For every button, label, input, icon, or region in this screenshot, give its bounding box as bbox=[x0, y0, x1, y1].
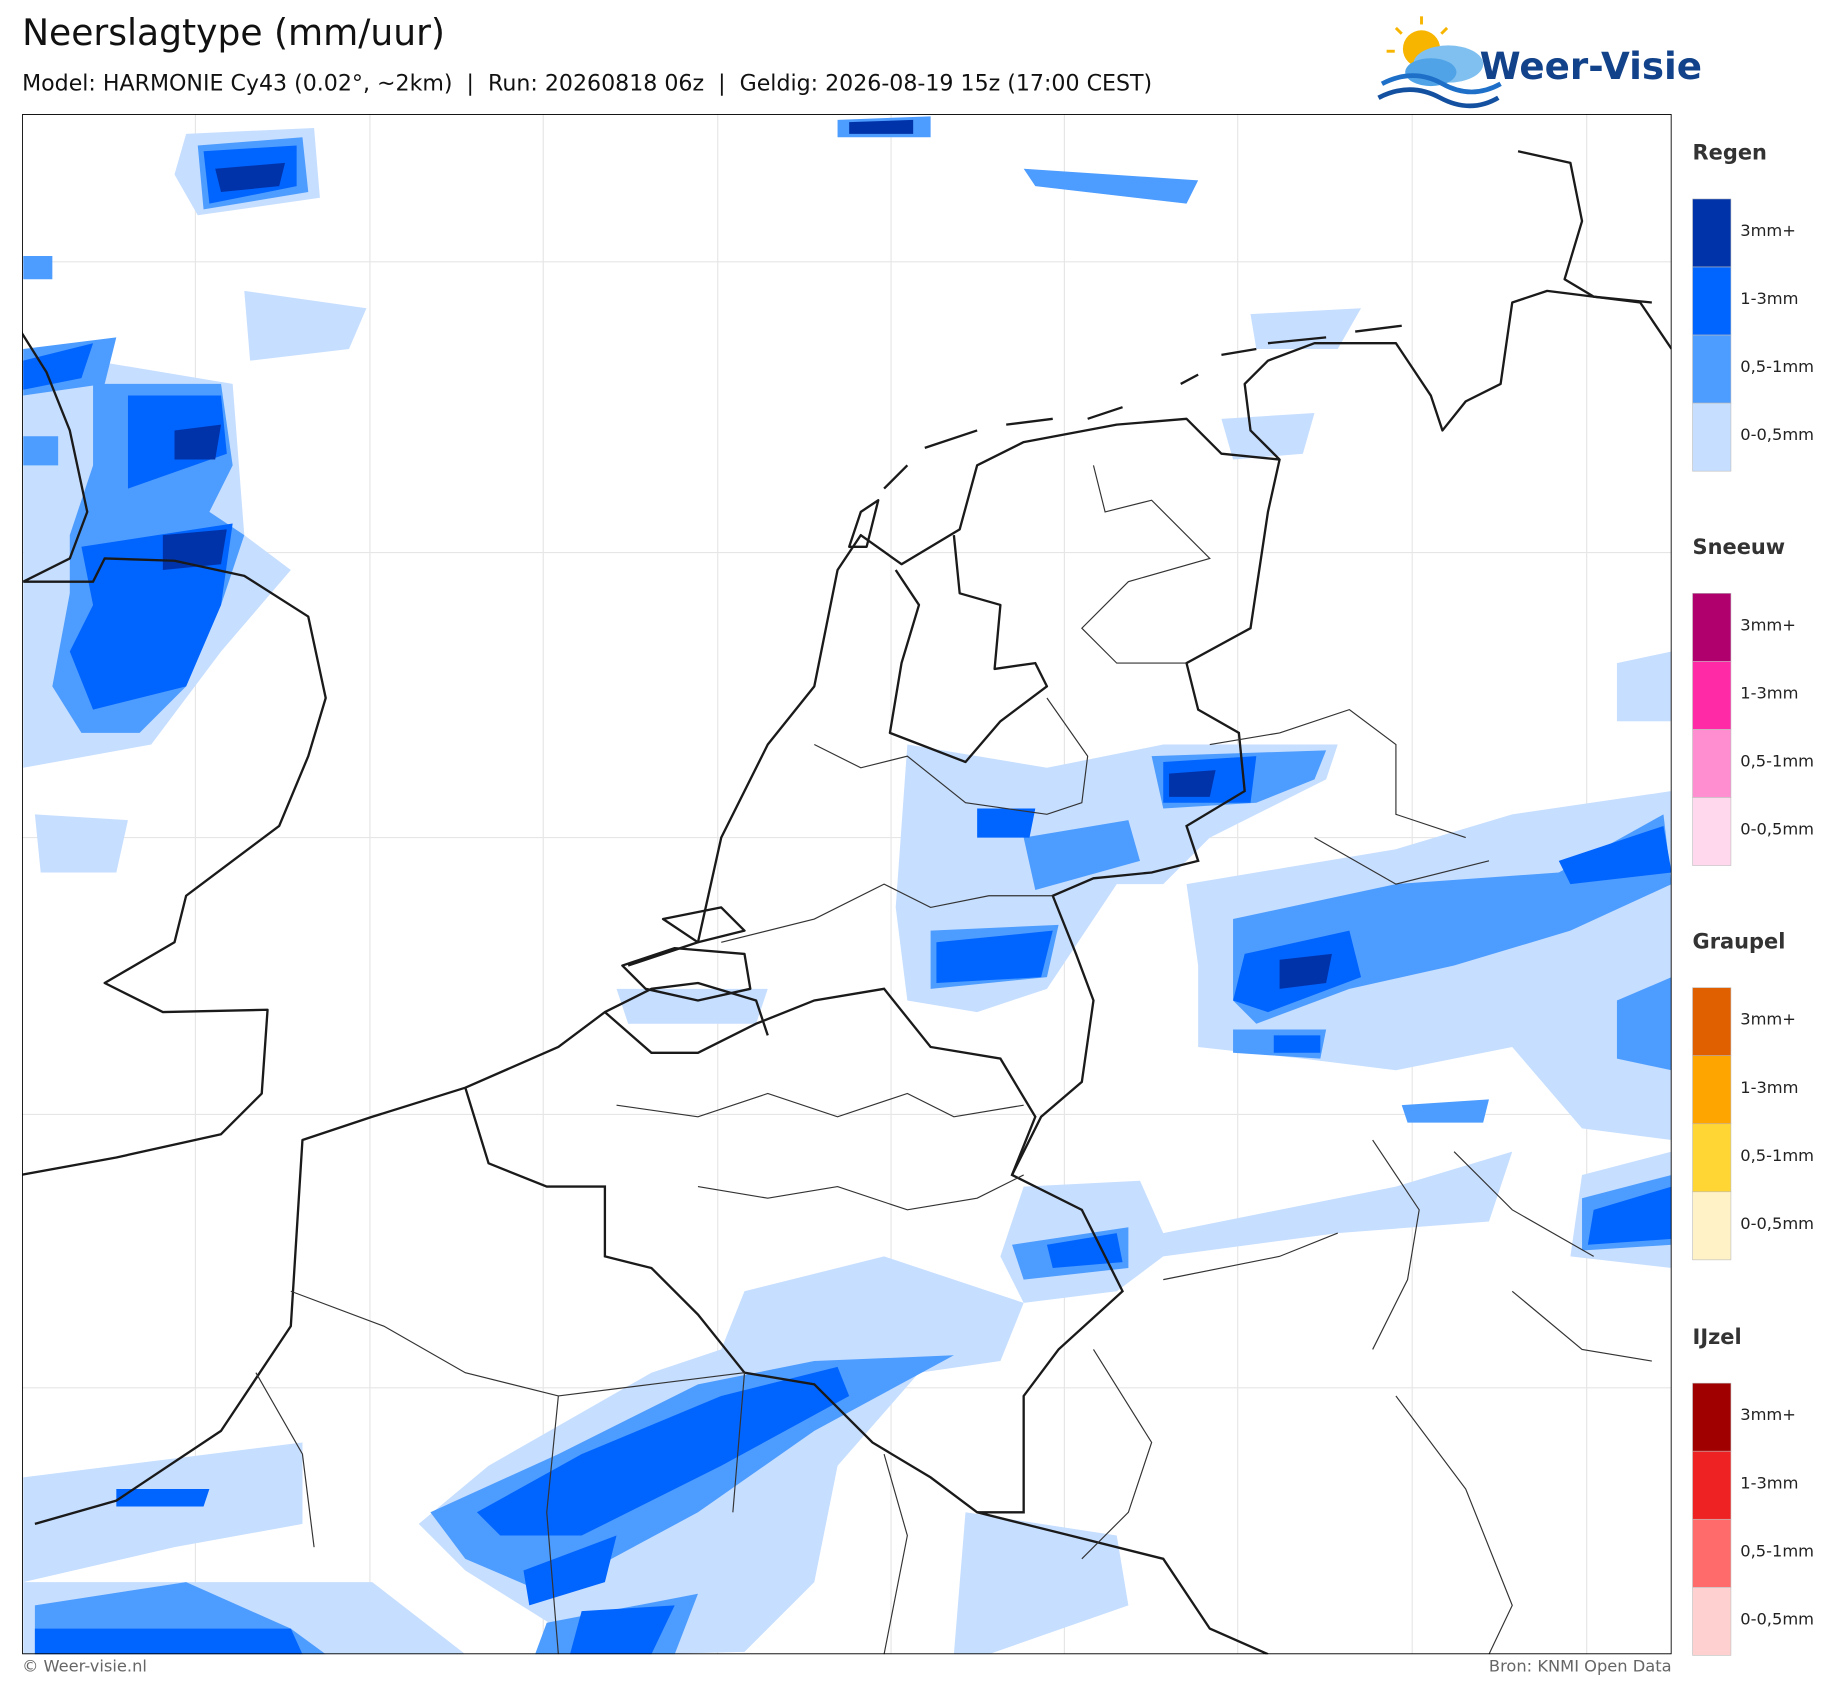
legend-label: 1-3mm bbox=[1740, 1473, 1798, 1492]
legend-swatch bbox=[1692, 1123, 1732, 1193]
legend-swatch bbox=[1692, 334, 1732, 404]
subtitle: Model: HARMONIE Cy43 (0.02°, ~2km) | Run… bbox=[22, 70, 1152, 96]
legend-label: 1-3mm bbox=[1740, 289, 1798, 308]
coastlines bbox=[22, 150, 1672, 1526]
legend-swatch bbox=[1692, 1382, 1732, 1452]
legend-swatch bbox=[1692, 402, 1732, 472]
legend-label: 3mm+ bbox=[1740, 1405, 1796, 1424]
legend-swatch bbox=[1692, 1055, 1732, 1125]
legend-label: 0-0,5mm bbox=[1740, 1214, 1814, 1233]
footer-credit: © Weer-visie.nl bbox=[22, 1657, 147, 1676]
legend: Regen 3mm+ 1-3mm 0,5-1mm 0-0,5mm Sneeuw 3mm+ 1-… bbox=[1692, 141, 1814, 1656]
legend-swatch bbox=[1692, 266, 1732, 336]
legend-label: 1-3mm bbox=[1740, 1078, 1798, 1097]
legend-swatch bbox=[1692, 1450, 1732, 1520]
legend-label: 3mm+ bbox=[1740, 615, 1796, 634]
footer-source: Bron: KNMI Open Data bbox=[1489, 1657, 1672, 1676]
legend-label: 0,5-1mm bbox=[1740, 751, 1814, 770]
legend-label: 1-3mm bbox=[1740, 683, 1798, 702]
legend-swatch bbox=[1692, 1587, 1732, 1656]
legend-label: 0-0,5mm bbox=[1740, 820, 1814, 839]
legend-label: 3mm+ bbox=[1740, 221, 1796, 240]
legend-swatch bbox=[1692, 987, 1732, 1056]
legend-label: 0,5-1mm bbox=[1740, 1541, 1814, 1560]
legend-swatch bbox=[1692, 593, 1732, 662]
legend-title: Sneeuw bbox=[1693, 535, 1786, 559]
legend-label: 3mm+ bbox=[1740, 1010, 1796, 1029]
borders bbox=[255, 459, 1652, 1655]
title: Neerslagtype (mm/uur) bbox=[22, 12, 445, 54]
legend-title: Graupel bbox=[1693, 929, 1786, 953]
legend-label: 0-0,5mm bbox=[1740, 1609, 1814, 1628]
legend-swatch bbox=[1692, 198, 1732, 268]
legend-label: 0-0,5mm bbox=[1740, 425, 1814, 444]
legend-swatch bbox=[1692, 729, 1732, 798]
logo: Weer-Visie bbox=[1377, 16, 1702, 109]
legend-swatch bbox=[1692, 1191, 1732, 1261]
legend-label: 0,5-1mm bbox=[1740, 1146, 1814, 1165]
legend-title: Regen bbox=[1693, 141, 1767, 165]
legend-swatch bbox=[1692, 797, 1732, 866]
legend-label: 0,5-1mm bbox=[1740, 357, 1814, 376]
precipitation bbox=[23, 116, 1672, 1655]
legend-swatch bbox=[1692, 1518, 1732, 1588]
map bbox=[22, 114, 1672, 1655]
legend-swatch bbox=[1692, 661, 1732, 730]
legend-title: IJzel bbox=[1693, 1325, 1742, 1349]
logo-text: Weer-Visie bbox=[1480, 44, 1702, 88]
